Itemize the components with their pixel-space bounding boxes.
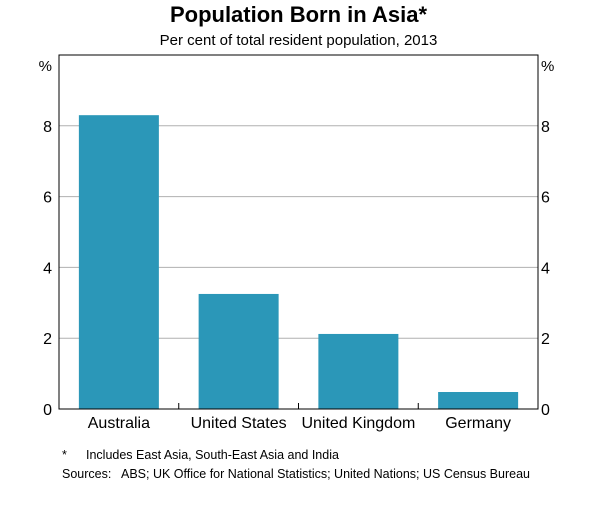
bar-united-kingdom [318, 333, 399, 409]
bar-australia [78, 115, 159, 410]
y-tick-label-left: 4 [43, 260, 52, 277]
x-tick-label: United States [191, 415, 287, 432]
x-tick-label: Australia [88, 415, 150, 432]
sources-label: Sources: [62, 467, 112, 481]
y-tick-label-right: 2 [541, 331, 550, 348]
x-tick-label: Germany [445, 415, 511, 432]
y-tick-label-right: 8 [541, 119, 550, 136]
y-unit-left: % [39, 58, 52, 75]
y-tick-label-left: 6 [43, 190, 52, 207]
footnote-mark: * [62, 448, 67, 462]
x-tick-label: United Kingdom [301, 415, 415, 432]
y-tick-label-right: 6 [541, 190, 550, 207]
chart-subtitle: Per cent of total resident population, 2… [159, 32, 438, 49]
bar-united-states [198, 293, 279, 409]
y-tick-label-left: 0 [43, 402, 52, 419]
y-tick-label-left: 8 [43, 119, 52, 136]
sources-text: ABS; UK Office for National Statistics; … [121, 467, 530, 481]
bar-germany [438, 392, 519, 409]
y-tick-label-right: 4 [541, 260, 550, 277]
y-tick-label-left: 2 [43, 331, 52, 348]
y-unit-right: % [541, 58, 554, 75]
chart-title: Population Born in Asia* [169, 2, 428, 27]
footnote-text: Includes East Asia, South-East Asia and … [86, 448, 339, 462]
y-tick-label-right: 0 [541, 402, 550, 419]
